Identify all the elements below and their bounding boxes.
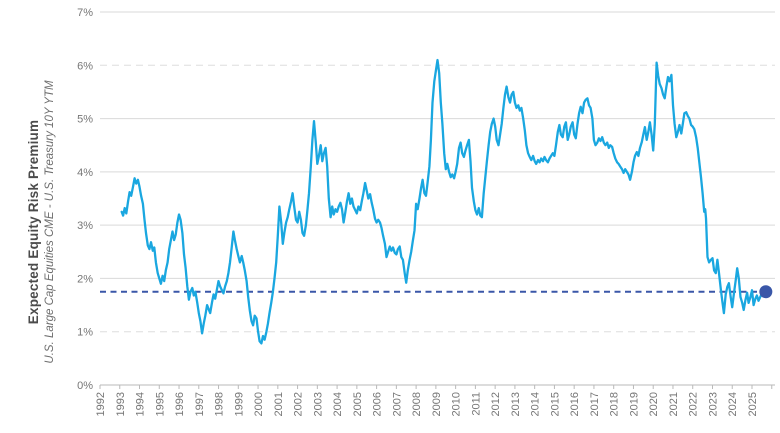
x-tick-label: 2023: [707, 392, 719, 416]
x-tick-label: 2019: [628, 392, 640, 416]
x-tick-label: 2015: [549, 392, 561, 416]
x-tick-label: 2007: [391, 392, 403, 416]
x-tick-label: 2024: [727, 392, 739, 416]
x-tick-label: 2008: [411, 392, 423, 416]
x-tick-label: 2022: [688, 392, 700, 416]
y-tick-label: 0%: [77, 380, 93, 392]
x-tick-label: 2010: [451, 392, 463, 416]
series-line-equity-risk-premium: [120, 58, 767, 345]
x-tick-label: 2020: [648, 392, 660, 416]
x-tick-label: 1994: [135, 392, 147, 416]
x-tick-label: 1996: [174, 392, 186, 416]
x-tick-label: 2021: [668, 392, 680, 416]
x-tick-label: 2006: [372, 392, 384, 416]
x-tick-label: 1993: [115, 392, 127, 416]
x-tick-label: 2017: [589, 392, 601, 416]
x-tick-label: 1997: [194, 392, 206, 416]
y-tick-label: 6%: [77, 60, 93, 72]
latest-value-dot: [759, 285, 773, 299]
y-tick-label: 5%: [77, 114, 93, 126]
x-tick-label: 2011: [470, 392, 482, 416]
x-tick-label: 2002: [293, 392, 305, 416]
y-tick-label: 7%: [77, 7, 93, 19]
x-tick-label: 2005: [352, 392, 364, 416]
x-tick-label: 1999: [233, 392, 245, 416]
x-tick-label: 2012: [490, 392, 502, 416]
y-tick-label: 2%: [77, 273, 93, 285]
x-tick-label: 2025: [747, 392, 759, 416]
x-tick-label: 2001: [273, 392, 285, 416]
x-tick-label: 2016: [569, 392, 581, 416]
x-tick-label: 2003: [312, 392, 324, 416]
y-tick-label: 3%: [77, 220, 93, 232]
x-tick-label: 2018: [609, 392, 621, 416]
x-tick-label: 2014: [530, 392, 542, 416]
y-tick-label: 1%: [77, 327, 93, 339]
x-tick-label: 1995: [154, 392, 166, 416]
x-tick-label: 2013: [510, 392, 522, 416]
x-tick-label: 1992: [95, 392, 107, 416]
x-tick-label: 2004: [332, 392, 344, 416]
x-tick-label: 2000: [253, 392, 265, 416]
x-tick-label: 1998: [214, 392, 226, 416]
y-tick-label: 4%: [77, 167, 93, 179]
x-tick-label: 2009: [431, 392, 443, 416]
